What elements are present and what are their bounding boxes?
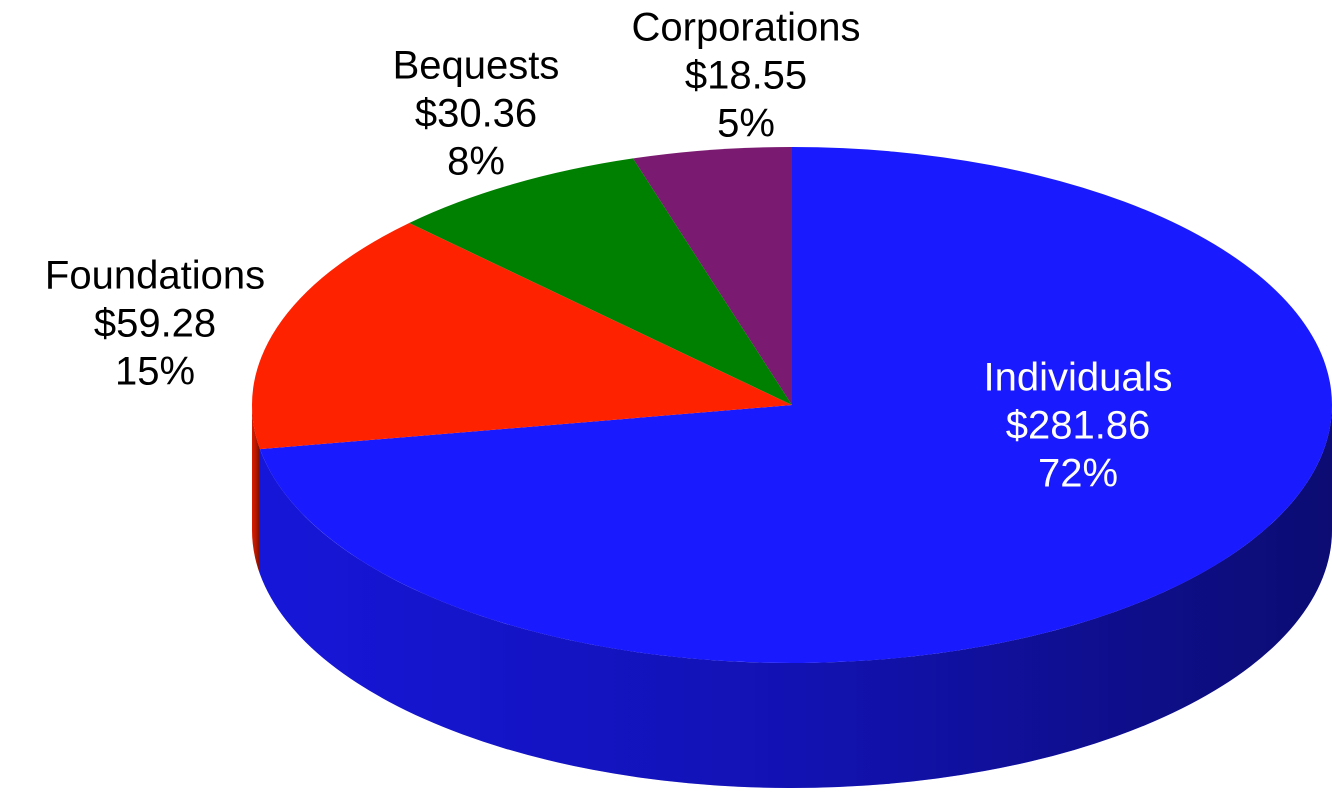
slice — [633, 147, 792, 405]
slice-value-label: $281.86 — [1006, 404, 1151, 448]
slice-label: Individuals — [983, 356, 1172, 400]
slice — [409, 158, 792, 405]
slice-percent-label: 5% — [717, 102, 775, 146]
slice-percent-label: 15% — [115, 350, 195, 394]
slice-percent-label: 72% — [1038, 452, 1118, 496]
slice-percent-label: 8% — [447, 140, 505, 184]
slice-label: Bequests — [393, 44, 560, 88]
slice-value-label: $30.36 — [415, 92, 537, 136]
slice — [259, 147, 1332, 663]
slice-side-shade — [259, 405, 1332, 788]
slice-label: Corporations — [631, 6, 860, 50]
slice-label: Foundations — [45, 254, 265, 298]
slice — [252, 223, 792, 450]
slice-value-label: $18.55 — [685, 54, 807, 98]
slice-side-shade — [252, 405, 260, 575]
slice-value-label: $59.28 — [94, 302, 216, 346]
